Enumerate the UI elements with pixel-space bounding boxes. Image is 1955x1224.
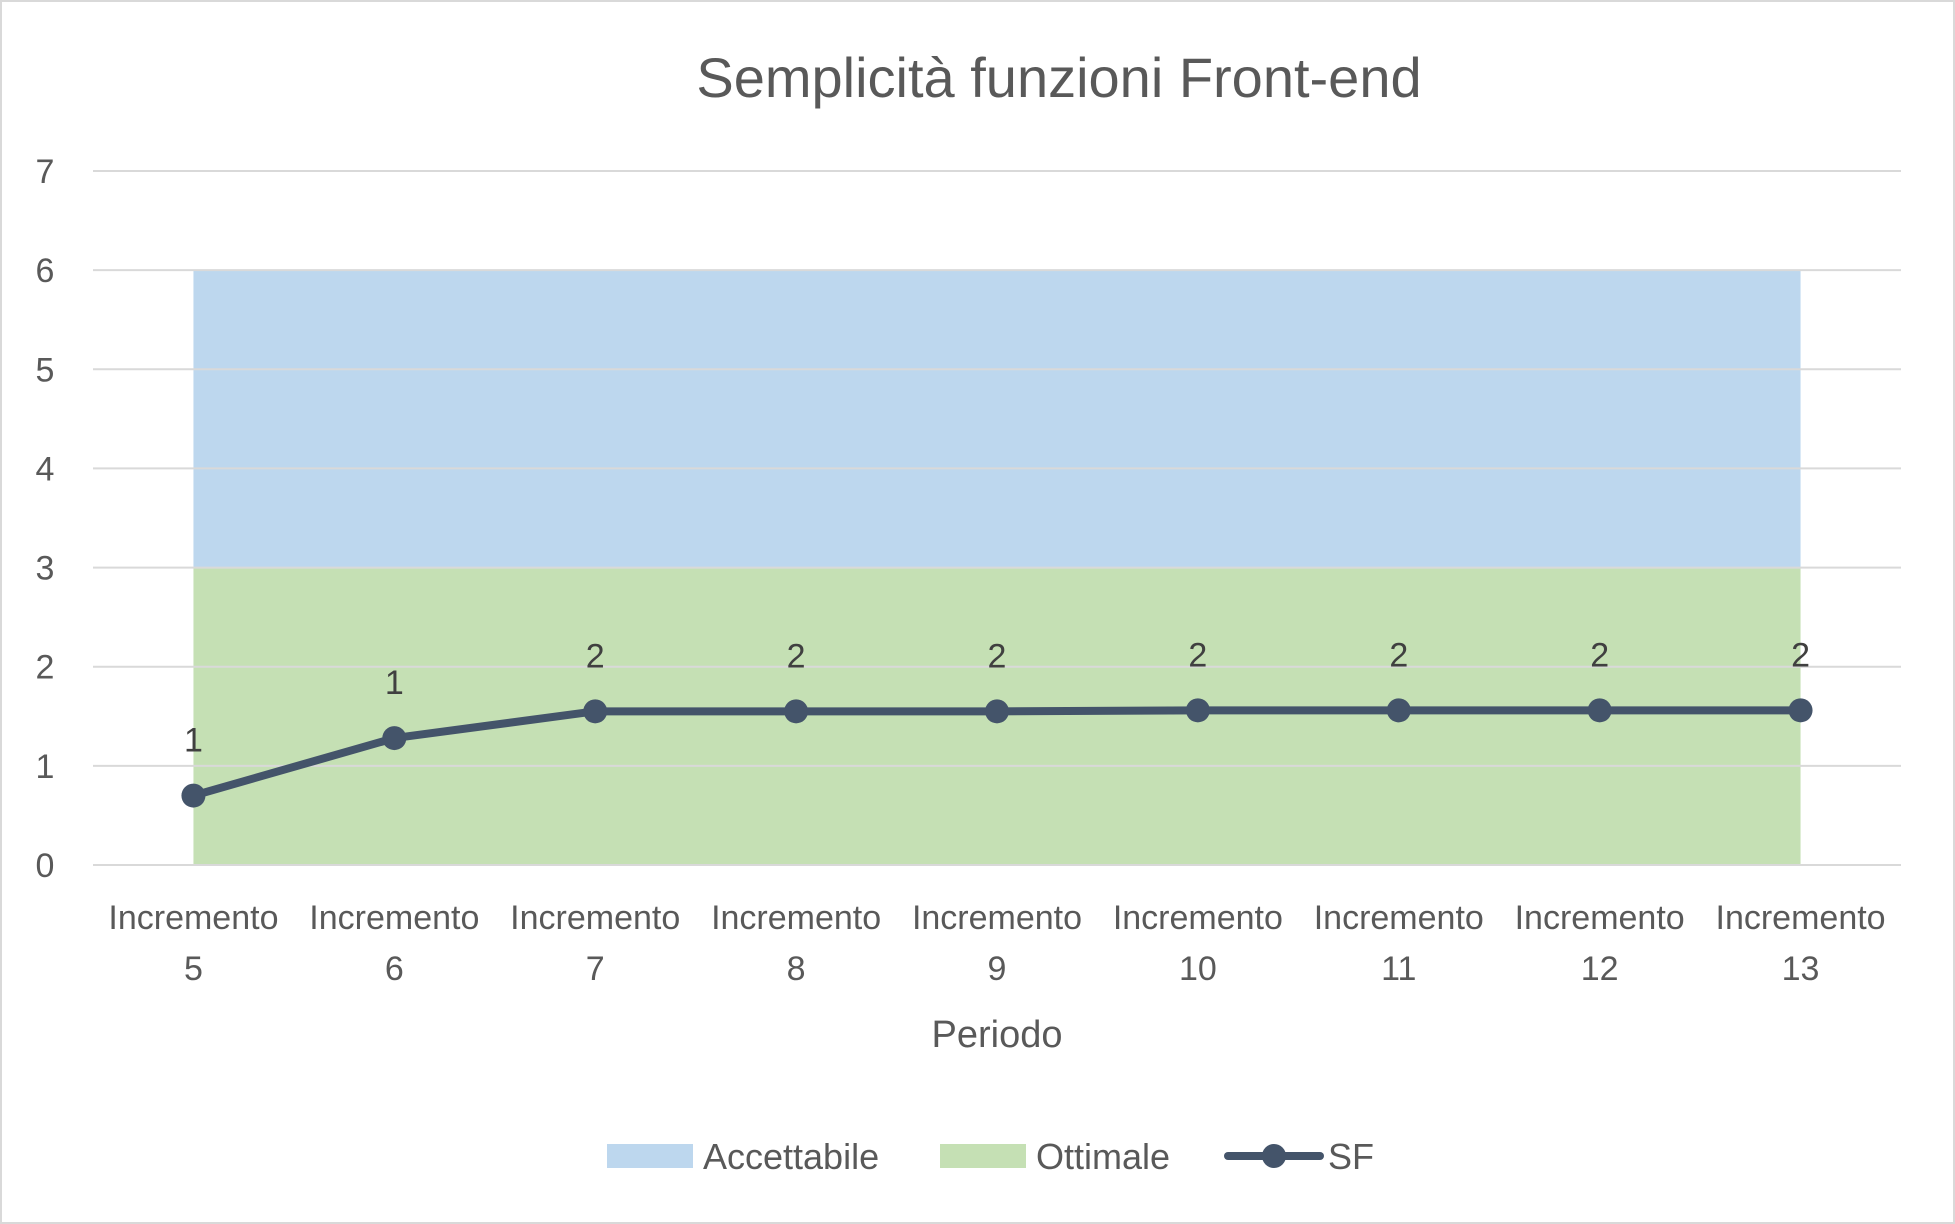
data-point — [1185, 698, 1210, 723]
series-layer — [181, 698, 1813, 808]
x-tick-label: Incremento — [309, 899, 479, 937]
data-point — [1386, 698, 1411, 723]
y-tick-label: 1 — [36, 748, 55, 786]
data-point — [784, 699, 809, 724]
legend-swatch-accettabile — [607, 1144, 693, 1168]
legend-marker-sf — [1262, 1144, 1286, 1168]
data-label: 2 — [1389, 636, 1408, 674]
legend-label-accettabile: Accettabile — [703, 1136, 879, 1177]
x-tick-label: Incremento — [1716, 899, 1886, 937]
data-point — [583, 699, 608, 724]
data-point — [1587, 698, 1612, 723]
y-tick-label: 0 — [36, 847, 55, 885]
x-tick-label: 10 — [1179, 950, 1217, 988]
data-point — [1788, 698, 1813, 723]
y-tick-label: 5 — [36, 351, 55, 389]
y-tick-label: 4 — [36, 450, 55, 488]
data-label: 2 — [1791, 636, 1810, 674]
legend-label-sf: SF — [1328, 1136, 1374, 1177]
gridlines-layer — [93, 170, 1901, 866]
data-label: 2 — [1590, 636, 1609, 674]
x-tick-label: 8 — [787, 950, 806, 988]
data-point — [985, 699, 1009, 724]
y-tick-labels: 0 1 2 3 4 5 6 7 — [36, 153, 55, 885]
y-tick-label: 2 — [36, 649, 55, 687]
x-tick-labels: Incremento 5 Incremento 6 Incremento 7 Increme… — [108, 899, 1885, 988]
x-tick-label: Incremento — [1314, 899, 1484, 937]
data-label: 1 — [385, 664, 404, 702]
x-tick-label: 12 — [1581, 950, 1619, 988]
x-tick-label: Incremento — [1113, 899, 1283, 937]
band-accettabile — [193, 270, 1801, 568]
x-tick-label: 13 — [1782, 950, 1820, 988]
data-label: 2 — [787, 637, 806, 675]
chart-title: Semplicità funzioni Front-end — [696, 46, 1421, 109]
legend-label-ottimale: Ottimale — [1036, 1136, 1170, 1177]
data-label: 2 — [1188, 636, 1207, 674]
y-tick-label: 6 — [36, 252, 55, 290]
y-tick-label: 3 — [36, 550, 55, 588]
data-label: 2 — [988, 637, 1007, 675]
x-tick-label: Incremento — [711, 899, 881, 937]
x-tick-label: 11 — [1381, 950, 1416, 988]
data-label: 1 — [184, 722, 203, 760]
x-tick-label: 6 — [385, 950, 404, 988]
x-tick-label: Incremento — [912, 899, 1082, 937]
legend: Accettabile Ottimale SF — [607, 1136, 1374, 1177]
data-labels-layer: 1 1 2 2 2 2 2 2 2 — [184, 636, 1810, 759]
x-tick-label: 5 — [184, 950, 203, 988]
x-tick-label: 7 — [586, 950, 605, 988]
y-tick-label: 7 — [36, 153, 55, 191]
x-tick-label: Incremento — [1515, 899, 1685, 937]
legend-swatch-ottimale — [940, 1144, 1026, 1168]
x-axis-title: Periodo — [932, 1014, 1063, 1056]
data-label: 2 — [586, 637, 605, 675]
x-tick-label: Incremento — [108, 899, 278, 937]
data-point — [382, 726, 407, 751]
data-point — [181, 783, 206, 808]
x-tick-label: 9 — [988, 950, 1007, 988]
x-tick-label: Incremento — [510, 899, 680, 937]
